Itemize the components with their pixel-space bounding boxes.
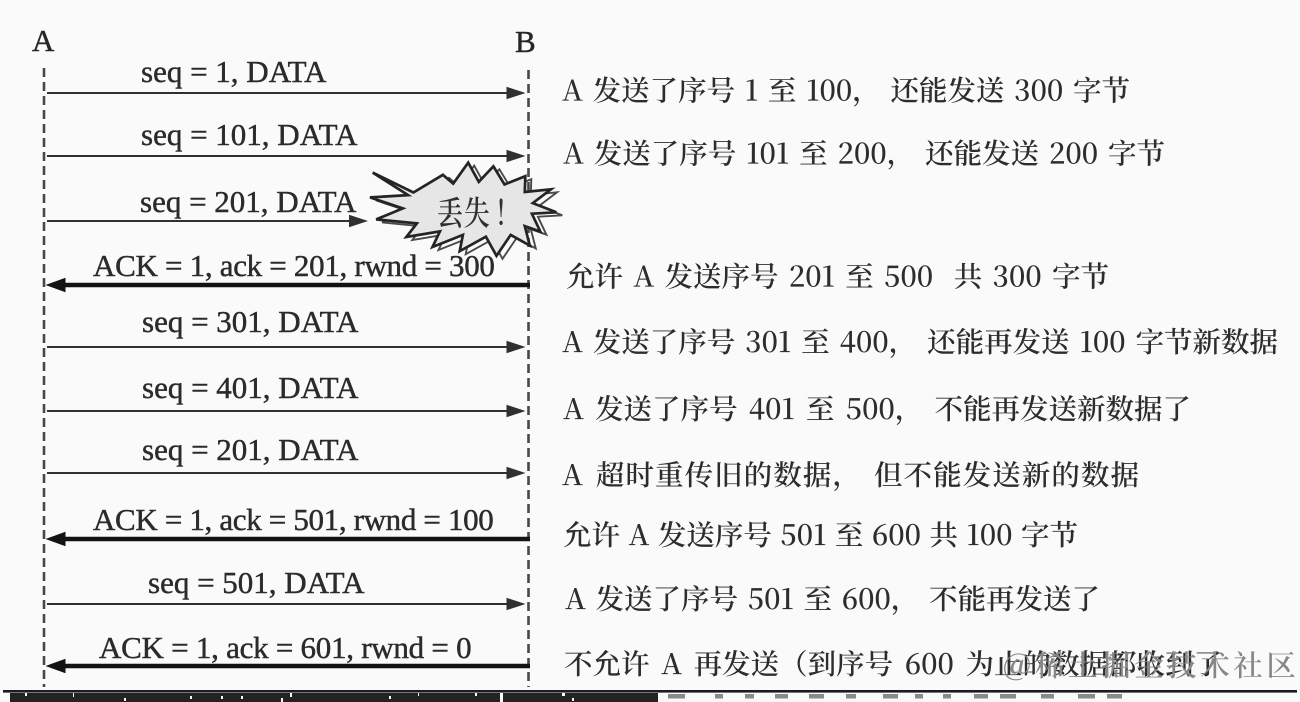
svg-text:seq = 201, DATA: seq = 201, DATA bbox=[142, 432, 359, 467]
svg-text:seq = 301, DATA: seq = 301, DATA bbox=[142, 304, 359, 339]
svg-text:ACK = 1, ack = 501, rwnd = 100: ACK = 1, ack = 501, rwnd = 100 bbox=[93, 502, 493, 537]
svg-text:seq = 101, DATA: seq = 101, DATA bbox=[141, 117, 358, 152]
svg-text:B: B bbox=[515, 24, 536, 59]
svg-text:ACK = 1, ack = 601, rwnd = 0: ACK = 1, ack = 601, rwnd = 0 bbox=[99, 630, 471, 665]
svg-text:seq = 401, DATA: seq = 401, DATA bbox=[142, 370, 359, 405]
svg-text:ACK = 1, ack = 201, rwnd = 300: ACK = 1, ack = 201, rwnd = 300 bbox=[93, 248, 495, 283]
svg-text:A: A bbox=[32, 23, 55, 58]
svg-text:seq = 1, DATA: seq = 1, DATA bbox=[141, 54, 327, 89]
svg-text:seq = 201, DATA: seq = 201, DATA bbox=[140, 184, 357, 219]
svg-text:seq = 501, DATA: seq = 501, DATA bbox=[148, 565, 365, 600]
